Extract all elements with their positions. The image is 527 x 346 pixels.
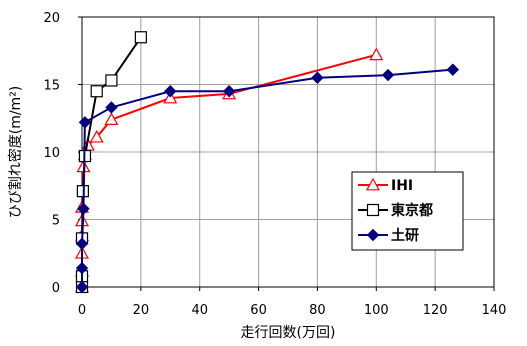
data-point xyxy=(77,202,90,215)
x-tick-label: 140 xyxy=(482,303,507,318)
x-tick-label: 60 xyxy=(250,303,267,318)
series-2 xyxy=(75,63,460,294)
data-point xyxy=(105,74,118,87)
y-tick-label: 5 xyxy=(52,214,60,229)
data-point xyxy=(105,101,118,114)
data-point xyxy=(78,116,92,129)
legend-label: 東京都 xyxy=(391,202,433,219)
axes: 0 20 40 60 80 100 120 140 0 5 10 15 20 xyxy=(43,11,506,318)
series-1 xyxy=(75,31,147,294)
legend-swatch-marker xyxy=(366,203,380,217)
x-tick-label: 20 xyxy=(133,303,150,318)
data-point xyxy=(75,261,89,275)
data-point xyxy=(104,112,119,126)
data-point xyxy=(75,280,89,294)
legend-item: 土研 xyxy=(358,227,419,244)
x-tick-label: 40 xyxy=(191,303,208,318)
data-point xyxy=(446,63,460,76)
y-tick-label: 15 xyxy=(43,79,60,94)
x-tick-label: 0 xyxy=(78,303,86,318)
x-axis-title: 走行回数(万回) xyxy=(241,325,336,341)
data-point xyxy=(311,71,324,84)
data-point xyxy=(75,237,89,251)
y-axis-title: ひび割れ密度(m/m²) xyxy=(7,86,24,219)
legend-label: 土研 xyxy=(391,227,419,244)
series-layer xyxy=(74,31,460,294)
data-point xyxy=(381,68,395,82)
legend-swatch-marker xyxy=(366,228,380,242)
y-tick-label: 10 xyxy=(43,146,60,161)
data-point xyxy=(369,47,384,61)
grid xyxy=(82,17,494,287)
data-point xyxy=(222,85,236,98)
legend-label: IHI xyxy=(391,178,413,194)
data-point xyxy=(164,85,177,98)
legend-item: 東京都 xyxy=(358,202,433,219)
x-tick-label: 80 xyxy=(309,303,326,318)
legend-item: IHI xyxy=(358,177,413,194)
x-tick-label: 120 xyxy=(423,303,448,318)
y-tick-label: 20 xyxy=(43,11,60,26)
data-point xyxy=(90,85,103,98)
x-tick-label: 100 xyxy=(364,303,389,318)
data-point xyxy=(134,31,147,44)
y-tick-label: 0 xyxy=(52,281,60,296)
data-point xyxy=(89,129,104,143)
legend-swatch-marker xyxy=(365,177,381,191)
